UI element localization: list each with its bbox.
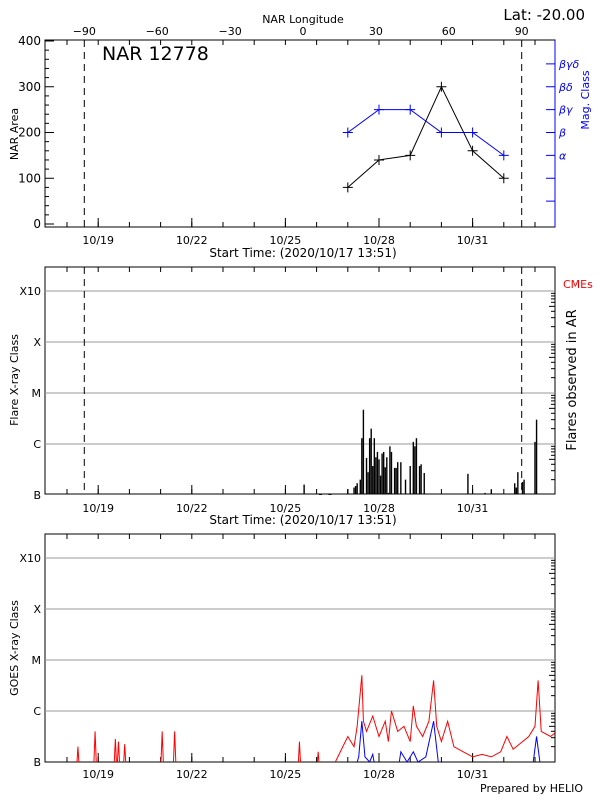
y-tick-label: M: [32, 654, 42, 667]
y-tick-label: C: [33, 705, 41, 718]
area-point: [374, 154, 384, 165]
mag-class-point: [342, 127, 353, 138]
y-tick-label: 0: [33, 217, 41, 231]
area-point: [467, 145, 478, 156]
top-tick-label: −60: [146, 25, 169, 38]
plot-frame: [44, 39, 556, 228]
y-tick-label: X10: [19, 285, 41, 298]
x-tick-label: 10/22: [176, 502, 208, 515]
x-tick-label: 10/19: [82, 502, 114, 515]
top-tick-label: 90: [515, 25, 529, 38]
area-point: [498, 173, 509, 184]
area-point: [436, 81, 447, 92]
y-tick-label: B: [33, 756, 41, 769]
latitude-label: Lat: -20.00: [503, 6, 585, 24]
top-tick-label: −90: [73, 25, 96, 38]
x-tick-label: 10/22: [176, 234, 208, 247]
mag-class-point: [498, 150, 509, 161]
cme-legend: CMEs: [563, 278, 593, 291]
x-tick-label: 10/19: [82, 768, 114, 781]
mag-class-point: [405, 104, 416, 115]
top-axis-label: NAR Longitude: [262, 13, 344, 26]
x-tick-label: 10/25: [270, 502, 302, 515]
mag-class-point: [436, 127, 447, 138]
x-tick-label: 10/19: [82, 234, 114, 247]
x-tick-label: 10/22: [176, 768, 208, 781]
y-tick-label: B: [33, 489, 41, 502]
y-tick-label: X: [33, 603, 41, 616]
x-axis-label-top-panel: Start Time: (2020/10/17 13:51): [209, 246, 396, 260]
x-tick-label: 10/28: [363, 234, 395, 247]
y2-tick-label: βγ: [558, 104, 573, 117]
y2-tick-label: β: [558, 127, 566, 140]
area-point: [342, 182, 353, 193]
y2-axis-label-mag: Mag. Class: [579, 70, 592, 129]
area-line: [347, 85, 505, 188]
y-tick-label: 200: [18, 126, 41, 140]
region-title: NAR 12778: [102, 43, 209, 65]
y-axis-label-area: NAR Area: [8, 108, 21, 160]
plot-frame: [44, 266, 556, 495]
mag-class-line: [347, 109, 505, 156]
nar-area-panel: 10/19 10/22 10/25 10/28 10/310100200300400−9…: [18, 25, 579, 247]
x-tick-label: 10/25: [270, 768, 302, 781]
x-tick-label: 10/31: [457, 768, 489, 781]
goes-long-channel-line: [76, 675, 555, 762]
y-tick-label: X: [33, 336, 41, 349]
y2-tick-label: βδ: [558, 81, 573, 94]
goes-panel: 10/19 10/22 10/25 10/28 10/31 B C M X X10: [19, 533, 556, 781]
x-tick-label: 10/25: [270, 234, 302, 247]
y-axis-label-flare: Flare X-ray Class: [8, 334, 21, 426]
y-tick-label: 400: [18, 34, 41, 48]
y-tick-label: 100: [18, 171, 41, 185]
x-tick-label: 10/28: [363, 502, 395, 515]
y-tick-label: X10: [19, 552, 41, 565]
x-axis-label-mid-panel: Start Time: (2020/10/17 13:51): [209, 513, 396, 527]
top-tick-label: 0: [300, 25, 307, 38]
plot-frame: [44, 533, 556, 763]
goes-short-channel-line: [356, 721, 541, 762]
y2-tick-label: α: [559, 149, 567, 162]
y-tick-label: 300: [18, 80, 41, 94]
flare-panel: 10/19 10/22 10/25 10/28 10/31 B C M X X10: [19, 266, 556, 515]
footer-credit: Prepared by HELIO: [480, 782, 583, 795]
mag-class-point: [374, 104, 384, 115]
y-tick-label: M: [32, 387, 42, 400]
y-tick-label: C: [33, 438, 41, 451]
x-tick-label: 10/31: [457, 502, 489, 515]
x-tick-label: 10/28: [363, 768, 395, 781]
x-tick-label: 10/31: [457, 234, 489, 247]
y2-axis-label-flares: Flares observed in AR: [565, 309, 580, 450]
top-tick-label: 60: [442, 25, 456, 38]
top-tick-label: −30: [218, 25, 241, 38]
y2-tick-label: βγδ: [558, 58, 580, 71]
y-axis-label-goes: GOES X-ray Class: [8, 600, 21, 696]
mag-class-point: [467, 127, 478, 138]
area-point: [405, 150, 416, 161]
top-tick-label: 30: [369, 25, 383, 38]
